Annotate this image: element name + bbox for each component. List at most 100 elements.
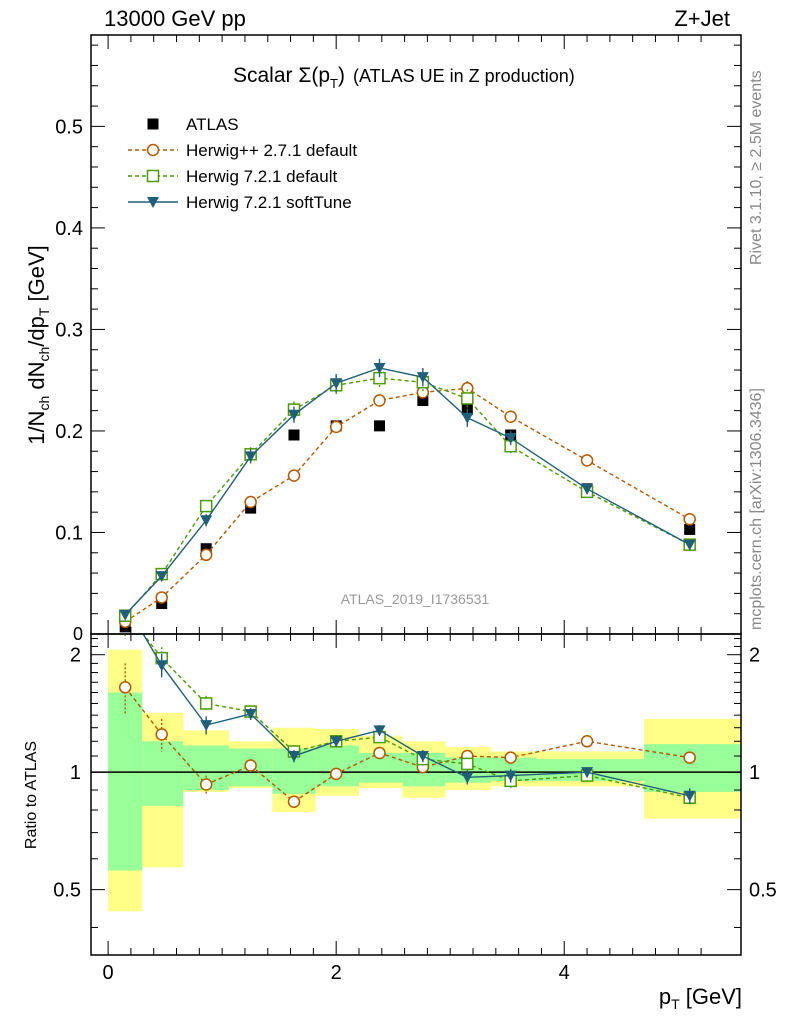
ratio-y-tick-label-right: 2 [749,645,760,667]
series-herwig-7-2-1-softtune [142,634,696,804]
y-tick-label: 0.4 [55,218,83,240]
main-title: Scalar Σ(pT) (ATLAS UE in Z production) [233,64,575,91]
y-zero-label: 0 [73,624,83,644]
data-point [417,394,429,406]
series-line [142,634,690,799]
series-line [142,634,690,797]
data-point [200,720,213,732]
data-point [374,420,386,432]
data-point [199,697,213,710]
y-tick-label: 0.1 [55,522,83,544]
data-point [287,795,301,808]
y-tick-label: 0.5 [55,116,83,138]
data-point [581,483,594,495]
data-point [461,757,474,771]
x-tick-label: 0 [103,962,114,984]
data-point [504,751,517,764]
data-point [373,394,386,407]
legend: ATLAS Herwig++ 2.7.1 default Herwig 7.2.1 … [128,115,357,212]
data-point [244,708,257,720]
upper-y-axis-label: 1/Nch dNch/dpT [GeV] [24,245,52,445]
uncertainty-band-inner [644,744,741,792]
side-text-top: Rivet 3.1.10, ≥ 2.5M events [748,70,765,265]
ratio-y-tick-label: 2 [70,645,81,667]
data-point [330,378,343,390]
data-point [287,469,301,482]
series-herwig-7-2-1-softtune [119,358,696,621]
data-point [683,751,696,764]
data-point [416,386,430,399]
data-point [244,451,257,463]
ratio-panel: 0 2 4 0.5 0.5 1 1 2 2 [53,633,777,984]
data-point [147,197,159,208]
data-point [461,382,474,395]
uncertainty-band-inner [315,745,359,787]
data-point [373,746,386,760]
data-point [155,571,168,583]
header-right: Z+Jet [674,6,730,31]
ratio-y-tick-label-right: 1 [749,762,760,784]
data-point [200,515,213,527]
legend-entry: Herwig 7.2.1 softTune [128,193,352,212]
ratio-frame [90,633,742,956]
data-point [199,778,213,791]
data-point [580,735,594,748]
data-point [146,143,160,157]
y-tick-label: 0.3 [55,319,83,341]
x-axis-label: pT [GeV] [659,984,742,1012]
data-point [147,118,159,130]
data-point [287,409,300,421]
data-point [580,454,594,467]
data-point [330,736,343,748]
ratio-y-tick-label: 1 [70,762,81,784]
data-point [329,767,343,781]
data-point [373,363,386,375]
data-point [373,725,386,737]
data-point [683,790,696,802]
series-line [124,367,691,616]
data-point [118,681,132,694]
series-line [124,387,691,623]
side-text-bottom: mcplots.cern.ch [arXiv:1306.3436] [748,388,765,630]
analysis-watermark: ATLAS_2019_I1736531 [341,591,490,607]
data-point [504,770,517,782]
header-left: 13000 GeV pp [104,6,246,31]
legend-label: Herwig 7.2.1 default [186,167,337,186]
ratio-y-tick-label-right: 0.5 [749,880,777,902]
series-line [124,377,691,617]
data-point [199,499,213,513]
data-point [287,751,300,763]
series-herwig-7-2-1-default [118,369,696,622]
data-point [244,759,257,772]
data-point [684,523,696,535]
legend-label: Herwig++ 2.7.1 default [186,141,357,160]
y-tick-label: 0.2 [55,421,83,443]
data-point [504,410,517,423]
data-point [288,429,300,441]
legend-entry: Herwig++ 2.7.1 default [128,141,357,160]
data-point [416,751,429,763]
data-point [146,169,160,183]
data-point [155,660,168,672]
series-line [124,686,690,803]
legend-label: Herwig 7.2.1 softTune [186,193,352,212]
data-point [329,420,343,434]
data-point [155,591,168,604]
data-point [683,513,696,526]
series-herwig-2-7-1-default [118,663,696,808]
data-point [683,539,696,551]
data-point [155,728,168,741]
data-point [461,412,474,424]
x-tick-label: 2 [331,962,342,984]
ratio-y-tick-label: 0.5 [53,880,81,902]
x-tick-label: 4 [559,962,570,984]
ratio-y-axis-label: Ratio to ATLAS [23,741,40,849]
data-point [244,495,257,509]
data-point [119,609,132,621]
data-point [461,772,474,784]
data-point [504,433,517,445]
data-point [581,767,594,779]
uncertainty-band-inner [108,692,143,871]
legend-label: ATLAS [186,115,239,134]
